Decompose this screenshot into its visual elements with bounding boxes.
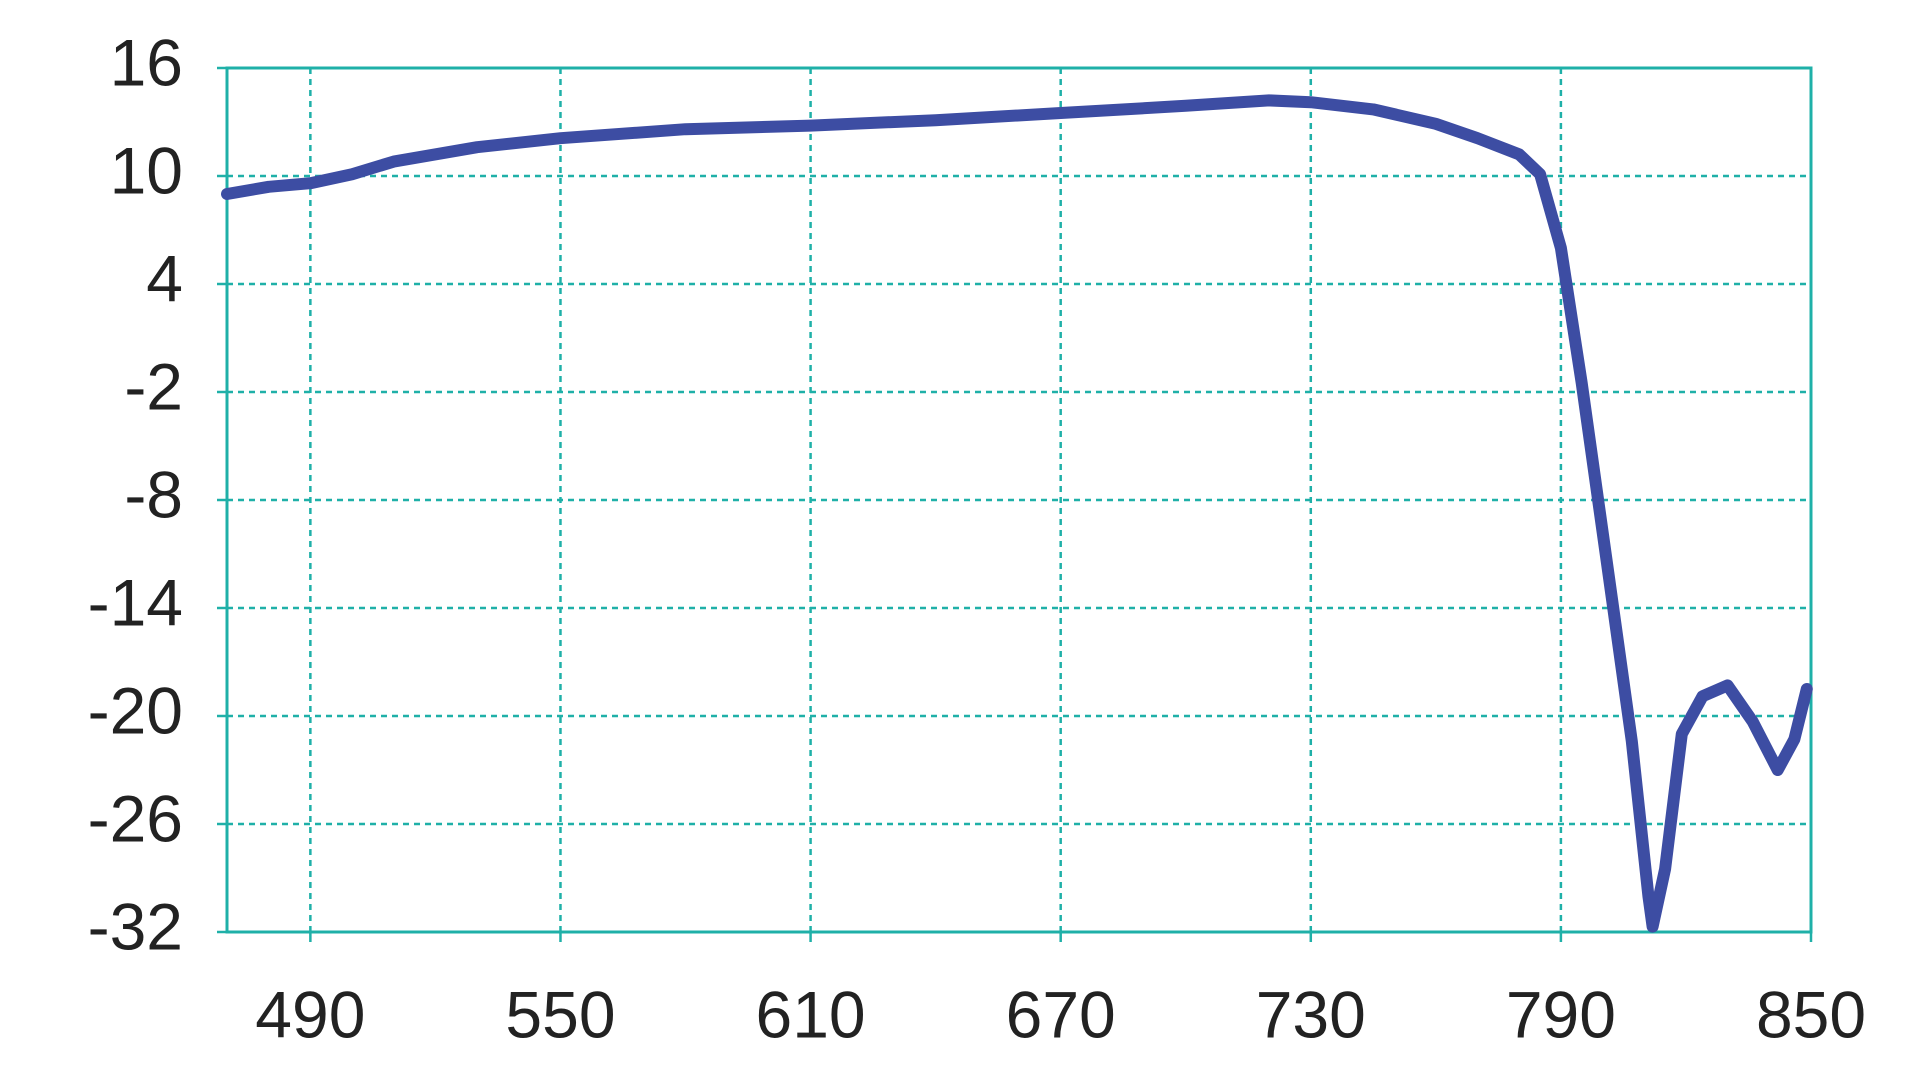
x-tick-label: 490 xyxy=(255,977,365,1051)
y-tick-label: 4 xyxy=(146,241,183,315)
x-tick-label: 610 xyxy=(756,977,866,1051)
x-tick-label: 730 xyxy=(1256,977,1366,1051)
y-tick-label: -14 xyxy=(88,565,183,639)
x-tick-label: 850 xyxy=(1756,977,1866,1051)
x-tick-label: 670 xyxy=(1006,977,1116,1051)
plot-frame xyxy=(225,66,1813,934)
y-tick-label: -8 xyxy=(124,457,183,531)
data-line xyxy=(221,94,1813,933)
x-tick-label: 790 xyxy=(1506,977,1616,1051)
y-tick-label: -2 xyxy=(124,349,183,423)
y-tick-label: 16 xyxy=(110,25,183,99)
y-tick-label: 10 xyxy=(110,133,183,207)
y-tick-label: -32 xyxy=(88,889,183,963)
y-tick-label: -26 xyxy=(88,781,183,855)
x-tick-label: 550 xyxy=(505,977,615,1051)
y-tick-label: -20 xyxy=(88,673,183,747)
